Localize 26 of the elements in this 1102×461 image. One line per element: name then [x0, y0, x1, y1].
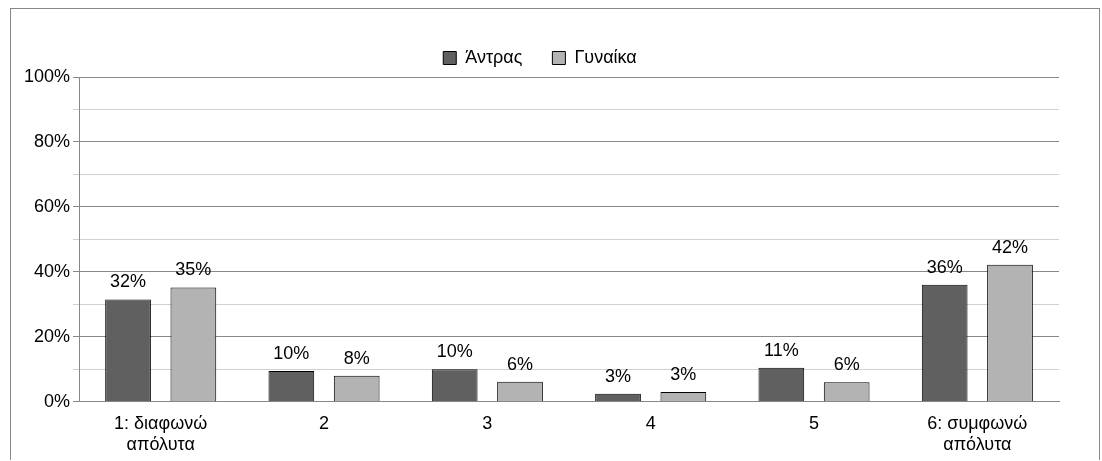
y-tick-label: 20%: [34, 325, 71, 346]
legend-label: Γυναίκα: [574, 46, 637, 67]
data-label: 3%: [605, 365, 632, 386]
data-label: 11%: [763, 339, 799, 360]
x-tick-label: 2: [319, 412, 330, 433]
data-label: 10%: [273, 342, 310, 363]
x-tick-label: 5: [809, 412, 820, 433]
data-label: 36%: [926, 256, 963, 277]
y-tick-label: 60%: [34, 195, 71, 216]
y-tick-label: 80%: [34, 130, 71, 151]
x-tick-label: 6: συμφωνώ απόλυτα: [927, 412, 1028, 455]
x-tick-label: 4: [645, 412, 656, 433]
y-tick-label: 40%: [34, 260, 71, 281]
x-tick-label: 3: [482, 412, 493, 433]
data-label: 10%: [436, 341, 473, 362]
data-label: 32%: [110, 271, 147, 292]
y-tick-label: 100%: [23, 65, 71, 86]
data-label: 42%: [991, 236, 1029, 257]
x-tick-label: 1: διαφωνώ απόλυτα: [114, 412, 208, 455]
data-label: 6%: [833, 354, 860, 375]
data-label: 3%: [670, 364, 697, 385]
data-label: 35%: [175, 259, 212, 280]
y-tick-label: 0%: [44, 390, 71, 411]
data-label: 6%: [507, 353, 534, 374]
legend-label: Άντρας: [465, 46, 523, 67]
data-label: 8%: [343, 347, 370, 368]
